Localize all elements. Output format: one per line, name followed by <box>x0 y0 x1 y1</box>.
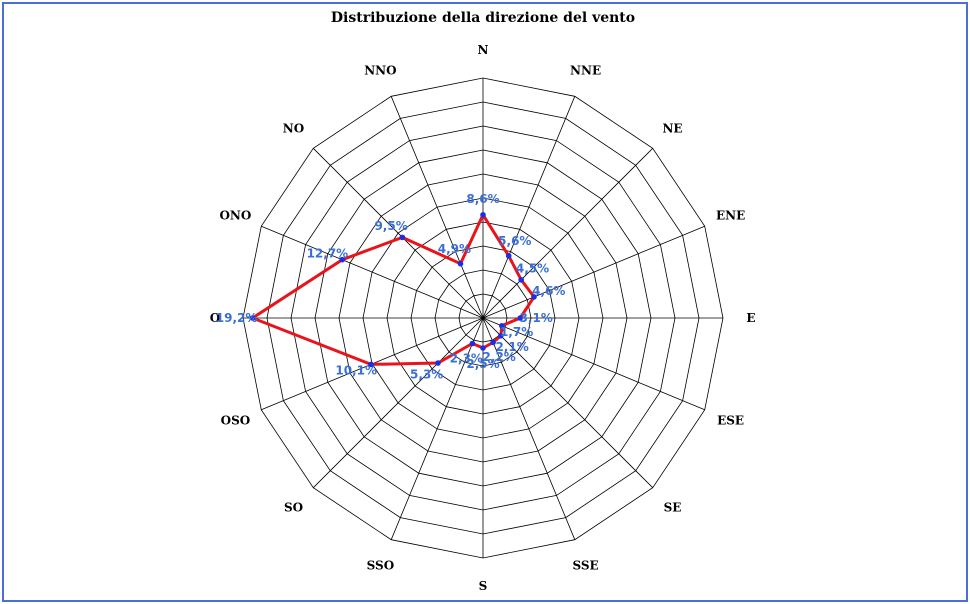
value-label-nne: 5,6% <box>498 234 531 248</box>
direction-label-n: N <box>478 43 489 57</box>
data-point-o <box>249 315 256 321</box>
value-label-no: 9,5% <box>374 219 407 233</box>
value-label-ne: 4,5% <box>516 262 549 276</box>
data-point-n <box>480 212 486 218</box>
value-label-sse: 2,2% <box>483 350 516 364</box>
value-labels: 8,6% 5,6% 4,5% 4,6% 3,1%1,7%2,1%2,2%2,5%2,3%… <box>216 192 566 381</box>
radar-axes <box>243 78 723 558</box>
direction-label-oso: OSO <box>221 414 251 428</box>
value-label-oso: 10,1% <box>335 364 377 378</box>
data-point-ese <box>499 323 505 329</box>
value-label-o: 19,2% <box>216 311 258 325</box>
value-label-ono: 12,7% <box>307 247 349 261</box>
data-point-oso <box>368 361 374 368</box>
direction-labels: N NNE NE ENE E ESE SE SSE S SSO SO OSO O ONO NO NNO <box>210 43 756 593</box>
direction-label-ese: ESE <box>717 414 744 428</box>
direction-label-nno: NNO <box>364 63 396 77</box>
direction-label-e: E <box>746 311 755 325</box>
data-point-e <box>517 315 523 321</box>
axis-nne <box>482 96 576 319</box>
value-label-so: 5,3% <box>410 367 443 381</box>
value-label-nno: 4,9% <box>438 242 471 256</box>
direction-label-so: SO <box>284 501 303 515</box>
value-label-sso: 2,3% <box>450 351 483 365</box>
axis-sso <box>390 317 484 540</box>
value-label-ese: 1,7% <box>500 325 533 339</box>
axis-so <box>313 317 484 488</box>
axis-ese <box>482 317 705 411</box>
direction-label-ono: ONO <box>219 208 251 222</box>
axis-ne <box>482 148 653 319</box>
data-point-ene <box>531 294 537 300</box>
value-label-e: 3,1% <box>520 311 553 325</box>
direction-label-nne: NNE <box>570 63 601 77</box>
direction-label-ene: ENE <box>716 208 745 222</box>
axis-no <box>313 148 484 319</box>
axis-ene <box>482 225 705 319</box>
data-point-ne <box>518 277 524 283</box>
data-point-ono <box>339 256 346 263</box>
data-point-s <box>480 345 486 351</box>
direction-label-s: S <box>479 579 488 593</box>
axis-sse <box>482 317 576 540</box>
data-point-so <box>435 360 441 366</box>
chart-title: Distribuzione della direzione del vento <box>330 10 636 26</box>
data-point-no <box>399 234 406 241</box>
data-point-nno <box>457 260 464 267</box>
data-point-se <box>498 333 504 339</box>
wind-series <box>249 211 537 368</box>
value-label-s: 2,5% <box>466 357 499 371</box>
data-point-nne <box>505 253 512 259</box>
direction-label-se: SE <box>664 501 682 515</box>
direction-label-sse: SSE <box>572 559 598 573</box>
axis-se <box>482 317 653 488</box>
value-label-ene: 4,6% <box>532 284 565 298</box>
value-label-se: 2,1% <box>495 340 528 354</box>
axis-ono <box>261 225 484 319</box>
data-point-sse <box>490 339 496 346</box>
direction-label-sso: SSO <box>367 559 395 573</box>
axis-nno <box>390 96 484 319</box>
direction-label-ne: NE <box>662 122 682 136</box>
direction-label-o: O <box>210 311 220 325</box>
direction-label-no: NO <box>283 122 304 136</box>
data-point-sso <box>469 340 476 347</box>
value-label-n: 8,6% <box>466 192 499 206</box>
